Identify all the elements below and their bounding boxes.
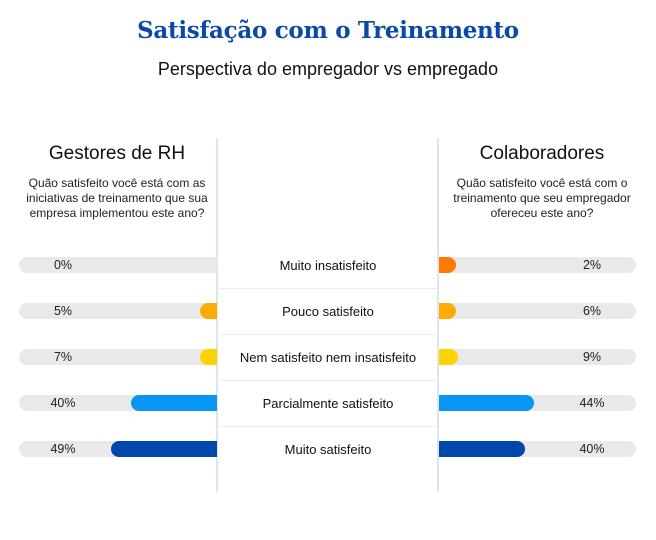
left-group-question: Quão satisfeito você está com as iniciat… [26,176,208,220]
category-label: Pouco satisfeito [282,303,374,319]
row-divider [219,288,437,289]
employees-value: 2% [582,258,602,272]
row-divider [219,426,437,427]
employees-bar [439,441,526,457]
hr-managers-value: 5% [53,304,73,318]
employees-value: 44% [579,396,605,410]
chart-subtitle: Perspectiva do empregador vs empregado [157,59,499,79]
right-group-question: Quão satisfeito você está com o treiname… [453,176,631,220]
hr-managers-bar [200,303,217,319]
category-label: Nem satisfeito nem insatisfeito [239,349,417,365]
employees-bar-track: 9% [439,349,636,365]
hr-managers-bar-track: 7% [19,349,217,365]
chart-title: Satisfação com o Treinamento [137,17,519,44]
hr-managers-bar-track: 5% [19,303,217,319]
hr-managers-bar [130,395,217,411]
right-divider-line [437,138,439,492]
row-divider [219,380,437,381]
employees-value: 9% [582,350,602,364]
hr-managers-bar [111,441,217,457]
employees-value: 6% [582,304,602,318]
hr-managers-value: 49% [50,442,76,456]
employees-bar-track: 44% [439,395,636,411]
left-group-title: Gestores de RH [48,143,186,164]
employees-bar-track: 40% [439,441,636,457]
row-divider [219,334,437,335]
employees-bar [439,257,456,273]
category-label: Muito insatisfeito [279,257,377,273]
employees-bar-track: 6% [439,303,636,319]
hr-managers-value: 40% [50,396,76,410]
hr-managers-bar-track: 0% [19,257,217,273]
category-label: Muito satisfeito [284,441,372,457]
right-group-title: Colaboradores [479,143,605,164]
employees-bar-track: 2% [439,257,636,273]
employees-value: 40% [579,442,605,456]
left-divider-line [216,138,218,492]
employees-bar [439,395,535,411]
hr-managers-value: 7% [53,350,73,364]
employees-bar [439,303,456,319]
hr-managers-bar-track: 40% [19,395,217,411]
employees-bar [439,349,459,365]
category-label: Parcialmente satisfeito [262,395,394,411]
hr-managers-bar [200,349,217,365]
hr-managers-bar-track: 49% [19,441,217,457]
hr-managers-value: 0% [53,258,73,272]
